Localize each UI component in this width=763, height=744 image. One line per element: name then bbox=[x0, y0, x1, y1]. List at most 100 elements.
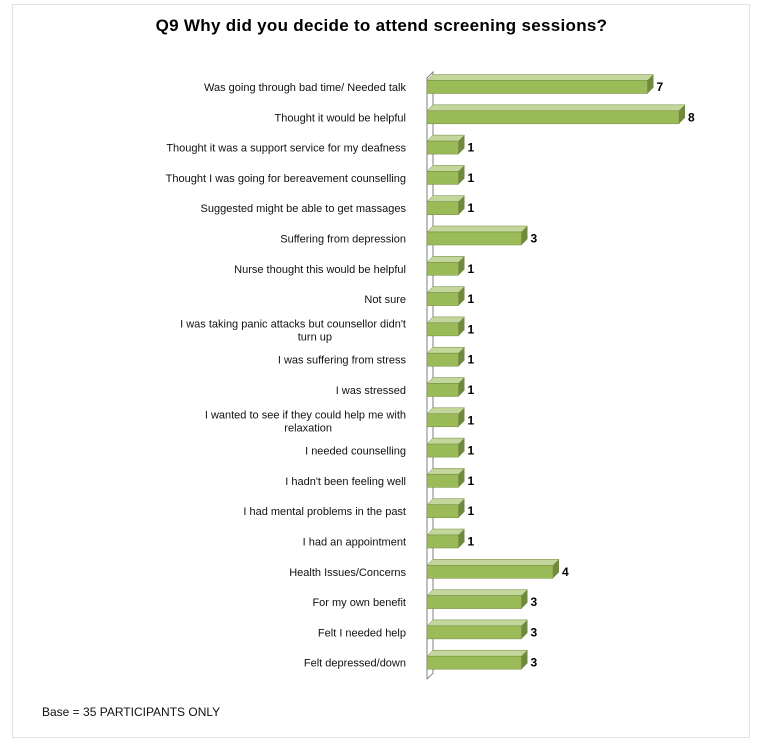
category-label: Felt depressed/down bbox=[304, 658, 406, 670]
bar-top-face bbox=[426, 104, 686, 112]
category-label: Was going through bad time/ Needed talk bbox=[204, 82, 406, 94]
chart-frame bbox=[12, 4, 750, 738]
data-label: 1 bbox=[468, 353, 475, 367]
bar-top-face bbox=[426, 407, 466, 415]
bar-side-face bbox=[553, 559, 559, 579]
data-label: 1 bbox=[468, 413, 475, 427]
bar-side-face bbox=[521, 589, 528, 609]
category-label: For my own benefit bbox=[312, 597, 406, 609]
data-label: 1 bbox=[468, 504, 475, 518]
data-label: 1 bbox=[468, 322, 475, 336]
category-label: I hadn't been feeling well bbox=[285, 476, 406, 488]
bar-side-face bbox=[458, 377, 465, 397]
bar-group bbox=[426, 346, 466, 367]
bar bbox=[426, 565, 554, 579]
bar-group bbox=[426, 74, 655, 94]
data-label: 7 bbox=[657, 80, 664, 94]
bar-group bbox=[426, 619, 529, 640]
bar-side-face bbox=[521, 619, 528, 639]
bar bbox=[426, 595, 522, 609]
bar bbox=[426, 443, 459, 458]
bar-side-face bbox=[458, 529, 465, 548]
category-label: Thought it was a support service for my … bbox=[166, 143, 406, 155]
bar bbox=[426, 171, 459, 185]
bar-side-face bbox=[458, 286, 465, 306]
bar-top-face bbox=[426, 528, 466, 536]
bar-side-face bbox=[458, 256, 465, 276]
bar bbox=[426, 534, 459, 549]
bar-top-face bbox=[426, 165, 466, 172]
bar-group bbox=[426, 528, 466, 549]
bar-group bbox=[426, 498, 466, 518]
bar-top-face bbox=[426, 377, 466, 384]
bar-group bbox=[426, 165, 466, 185]
bar-side-face bbox=[521, 650, 528, 670]
category-label: I was suffering from stress bbox=[278, 355, 407, 367]
bar-top-face bbox=[426, 589, 529, 596]
category-label: Health Issues/Concerns bbox=[289, 567, 406, 579]
bar bbox=[426, 292, 459, 306]
bar-top-face bbox=[426, 286, 466, 293]
data-label: 1 bbox=[468, 474, 475, 488]
bar-top-face bbox=[426, 437, 466, 445]
bar bbox=[426, 322, 459, 337]
bar-side-face bbox=[458, 407, 465, 427]
bar-side-face bbox=[647, 74, 654, 94]
bar-group bbox=[426, 589, 529, 609]
bar-group bbox=[426, 104, 686, 125]
data-label: 1 bbox=[468, 171, 475, 185]
bar-top-face bbox=[426, 134, 466, 142]
bar-group bbox=[426, 559, 560, 579]
category-label: I needed counselling bbox=[305, 446, 406, 458]
data-label: 3 bbox=[531, 232, 538, 246]
category-label: I was taking panic attacks but counsello… bbox=[180, 318, 406, 343]
bar-side-face bbox=[458, 498, 465, 518]
bar-top-face bbox=[426, 649, 529, 657]
category-label: I was stressed bbox=[336, 385, 406, 397]
bar-side-face bbox=[679, 104, 685, 124]
category-label: Not sure bbox=[364, 294, 406, 306]
category-label: I had mental problems in the past bbox=[243, 506, 406, 518]
data-label: 1 bbox=[468, 535, 475, 549]
bar-group bbox=[426, 225, 529, 246]
bar-group bbox=[426, 286, 466, 306]
bar-top-face bbox=[426, 316, 466, 324]
category-label: Thought it would be helpful bbox=[275, 112, 406, 124]
bar-side-face bbox=[458, 347, 465, 367]
bar-top-face bbox=[426, 468, 466, 475]
data-label: 1 bbox=[468, 201, 475, 215]
bar-group bbox=[426, 437, 466, 458]
bar-side-face bbox=[458, 195, 465, 215]
bar bbox=[426, 504, 459, 518]
category-label: Suffering from depression bbox=[280, 234, 406, 246]
data-label: 8 bbox=[688, 110, 695, 124]
chart-footnote: Base = 35 PARTICIPANTS ONLY bbox=[42, 705, 221, 719]
bar bbox=[426, 80, 648, 94]
bar-group bbox=[426, 407, 466, 428]
category-label: Suggested might be able to get massages bbox=[201, 203, 407, 215]
bar-side-face bbox=[458, 438, 465, 458]
bar bbox=[426, 110, 680, 125]
bar-group bbox=[426, 649, 529, 670]
bar-top-face bbox=[426, 559, 560, 566]
bar-top-face bbox=[426, 346, 466, 354]
bar-side-face bbox=[458, 316, 465, 336]
data-label: 3 bbox=[531, 595, 538, 609]
category-label: Felt I needed help bbox=[318, 627, 406, 639]
category-label: Thought I was going for bereavement coun… bbox=[166, 173, 406, 185]
bar-side-face bbox=[458, 165, 465, 185]
bar bbox=[426, 474, 459, 488]
bar-group bbox=[426, 316, 466, 337]
bar bbox=[426, 201, 459, 215]
data-label: 1 bbox=[468, 383, 475, 397]
data-label: 1 bbox=[468, 262, 475, 276]
bar-group bbox=[426, 468, 466, 488]
data-label: 1 bbox=[468, 444, 475, 458]
data-label: 1 bbox=[468, 141, 475, 155]
bar bbox=[426, 231, 522, 246]
data-label: 4 bbox=[562, 565, 569, 579]
bar-group bbox=[426, 256, 466, 276]
data-label: 1 bbox=[468, 292, 475, 306]
bar bbox=[426, 383, 459, 397]
